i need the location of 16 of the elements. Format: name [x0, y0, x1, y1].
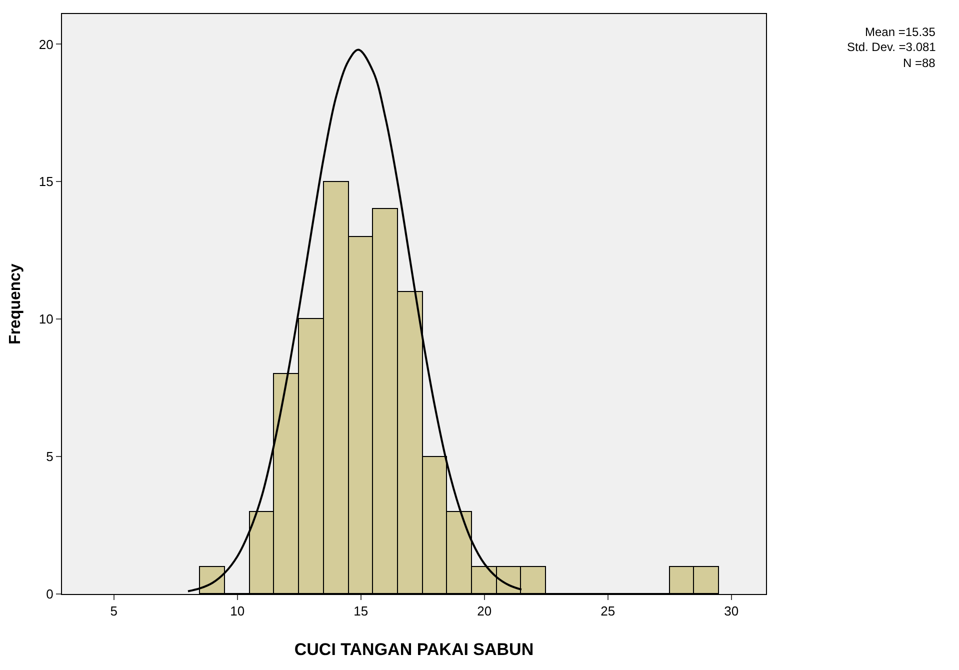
y-axis-title: Frequency [7, 263, 24, 344]
x-tick-label: 30 [724, 604, 739, 619]
text: Std. Dev. =3.081 [847, 40, 936, 54]
text: N =88 [903, 56, 936, 70]
y-tick-label: 0 [46, 586, 54, 602]
x-tick-label: 5 [110, 604, 118, 619]
x-axis-title: CUCI TANGAN PAKAI SABUN [294, 640, 534, 659]
x-tick-label: 25 [600, 604, 616, 619]
y-tick-label: 15 [38, 174, 54, 190]
y-tick-label: 20 [38, 36, 54, 52]
x-tick-label: 20 [477, 604, 492, 619]
y-tick-label: 5 [46, 449, 54, 464]
y-tick-label: 10 [38, 312, 54, 327]
x-tick-label: 10 [230, 604, 245, 619]
x-tick-label: 15 [354, 604, 368, 619]
text: Mean =15.35 [865, 25, 936, 39]
